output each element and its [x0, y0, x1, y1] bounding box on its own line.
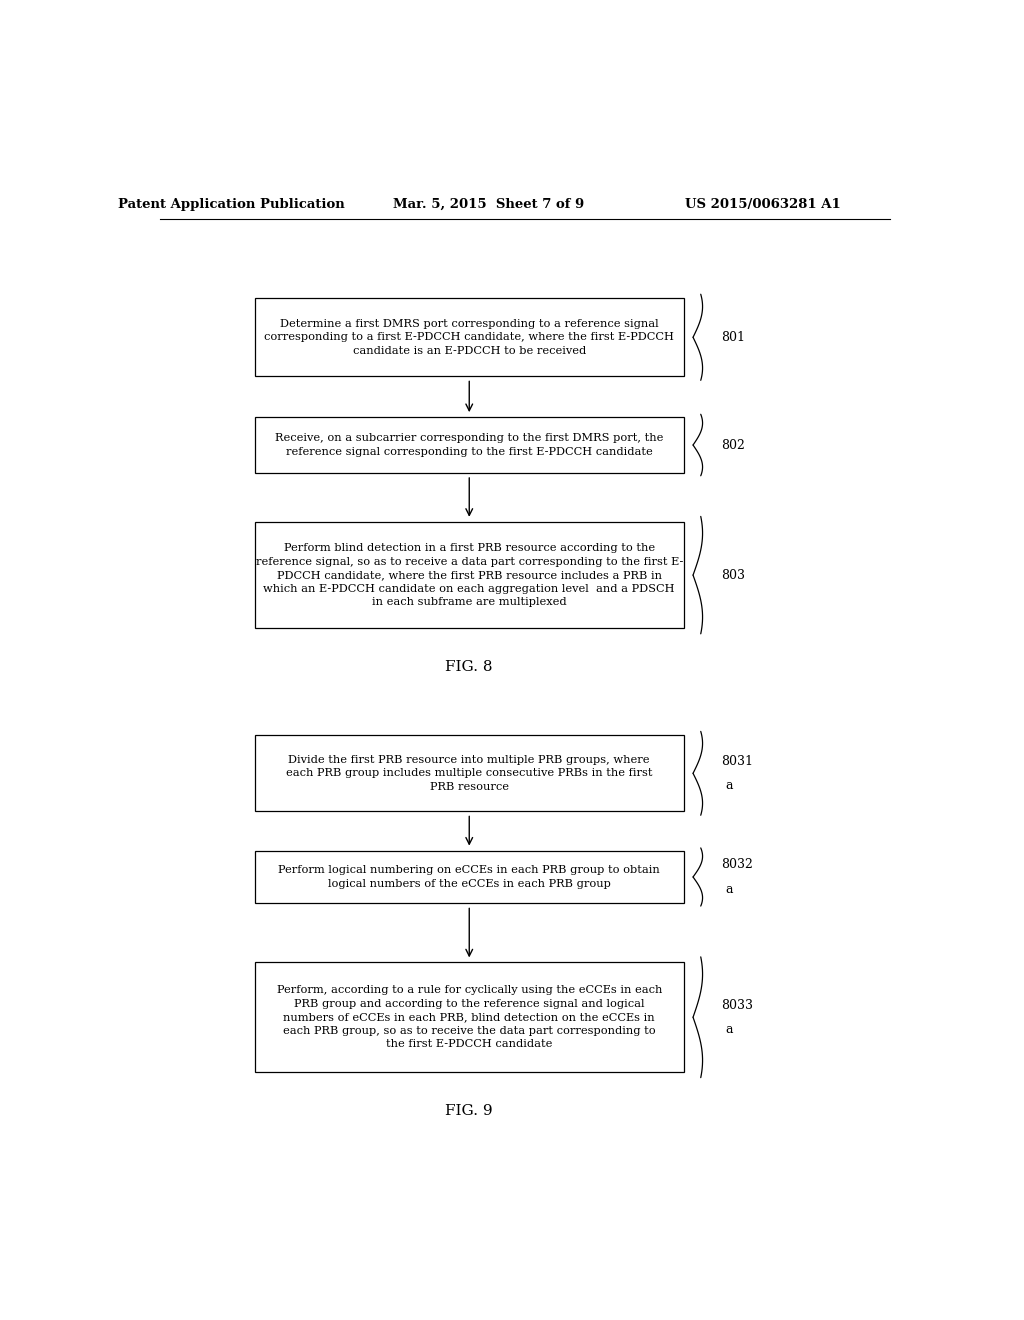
FancyBboxPatch shape [255, 417, 684, 473]
Text: 803: 803 [722, 569, 745, 582]
FancyBboxPatch shape [255, 521, 684, 628]
Text: 8031: 8031 [722, 755, 754, 768]
Text: 8033: 8033 [722, 998, 754, 1011]
Text: Perform logical numbering on eCCEs in each PRB group to obtain
logical numbers o: Perform logical numbering on eCCEs in ea… [279, 865, 660, 888]
Text: 801: 801 [722, 331, 745, 343]
Text: US 2015/0063281 A1: US 2015/0063281 A1 [685, 198, 841, 211]
Text: a: a [726, 883, 733, 896]
FancyBboxPatch shape [255, 850, 684, 903]
Text: FIG. 9: FIG. 9 [445, 1104, 494, 1118]
Text: 8032: 8032 [722, 858, 754, 871]
FancyBboxPatch shape [255, 298, 684, 376]
Text: FIG. 8: FIG. 8 [445, 660, 493, 675]
Text: Perform, according to a rule for cyclically using the eCCEs in each
PRB group an: Perform, according to a rule for cyclica… [276, 985, 662, 1049]
Text: Patent Application Publication: Patent Application Publication [118, 198, 344, 211]
Text: Determine a first DMRS port corresponding to a reference signal
corresponding to: Determine a first DMRS port correspondin… [264, 318, 674, 356]
Text: Perform blind detection in a first PRB resource according to the
reference signa: Perform blind detection in a first PRB r… [256, 543, 683, 607]
Text: Divide the first PRB resource into multiple PRB groups, where
each PRB group inc: Divide the first PRB resource into multi… [286, 755, 652, 792]
Text: 802: 802 [722, 438, 745, 451]
Text: Receive, on a subcarrier corresponding to the first DMRS port, the
reference sig: Receive, on a subcarrier corresponding t… [275, 433, 664, 457]
Text: Mar. 5, 2015  Sheet 7 of 9: Mar. 5, 2015 Sheet 7 of 9 [393, 198, 585, 211]
FancyBboxPatch shape [255, 962, 684, 1072]
Text: a: a [726, 779, 733, 792]
Text: a: a [726, 1023, 733, 1036]
FancyBboxPatch shape [255, 735, 684, 812]
